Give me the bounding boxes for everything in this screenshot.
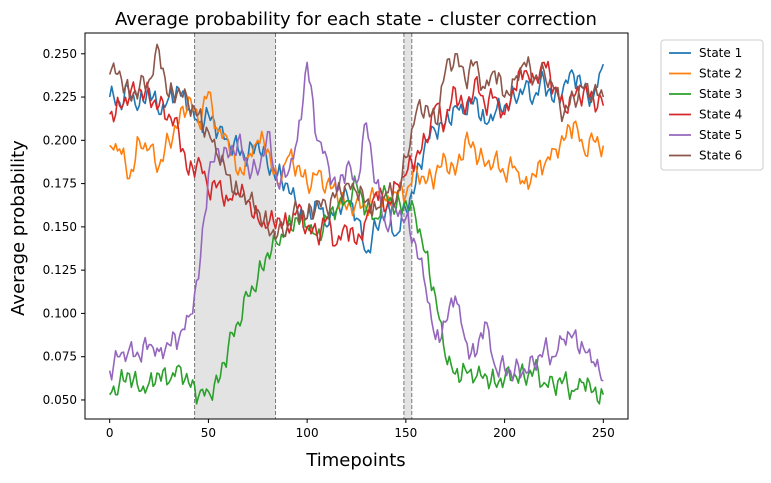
axes: 0 50 100 150 200 250 0.050 0.075 0.100 0.125 0.150…: [43, 32, 629, 440]
series-line-6: [108, 43, 605, 241]
legend: State 1 State 2 State 3 State 4 State 5 State…: [660, 39, 764, 171]
y-tick-label-4: 0.150: [43, 220, 77, 234]
x-axis-title: Timepoints: [305, 450, 405, 471]
y-tick-label-8: 0.250: [43, 47, 77, 61]
y-axis-title: Average probability: [8, 140, 29, 316]
shaded-region-1: [194, 33, 276, 419]
legend-label-6: State 6: [699, 149, 742, 163]
series-line-2: [109, 91, 605, 217]
y-tick-label-6: 0.200: [43, 133, 77, 147]
y-tick-label-7: 0.225: [43, 90, 77, 104]
x-tick-label-100: 100: [296, 426, 319, 440]
y-tick-label-5: 0.175: [43, 177, 77, 191]
x-tick-label-0: 0: [106, 426, 114, 440]
legend-label-3: State 3: [699, 87, 742, 101]
chart-title: Average probability for each state - clu…: [115, 9, 597, 30]
legend-label-1: State 1: [699, 46, 742, 60]
y-tick-label-0: 0.050: [43, 393, 77, 407]
series-line-5: [108, 61, 604, 382]
legend-box: [660, 39, 764, 171]
x-tick-label-200: 200: [493, 426, 516, 440]
y-tick-label-3: 0.125: [43, 263, 77, 277]
y-tick-label-2: 0.100: [43, 306, 77, 320]
x-tick-label-50: 50: [201, 426, 216, 440]
x-tick-label-150: 150: [394, 426, 417, 440]
y-tick-label-1: 0.075: [43, 350, 77, 364]
plot-area: [108, 33, 605, 419]
shaded-region-2: [403, 33, 412, 419]
series-line-4: [109, 60, 605, 247]
legend-label-4: State 4: [699, 108, 742, 122]
plot-frame: [84, 32, 629, 420]
x-tick-label-250: 250: [592, 426, 615, 440]
legend-label-2: State 2: [699, 67, 742, 81]
legend-label-5: State 5: [699, 128, 742, 142]
